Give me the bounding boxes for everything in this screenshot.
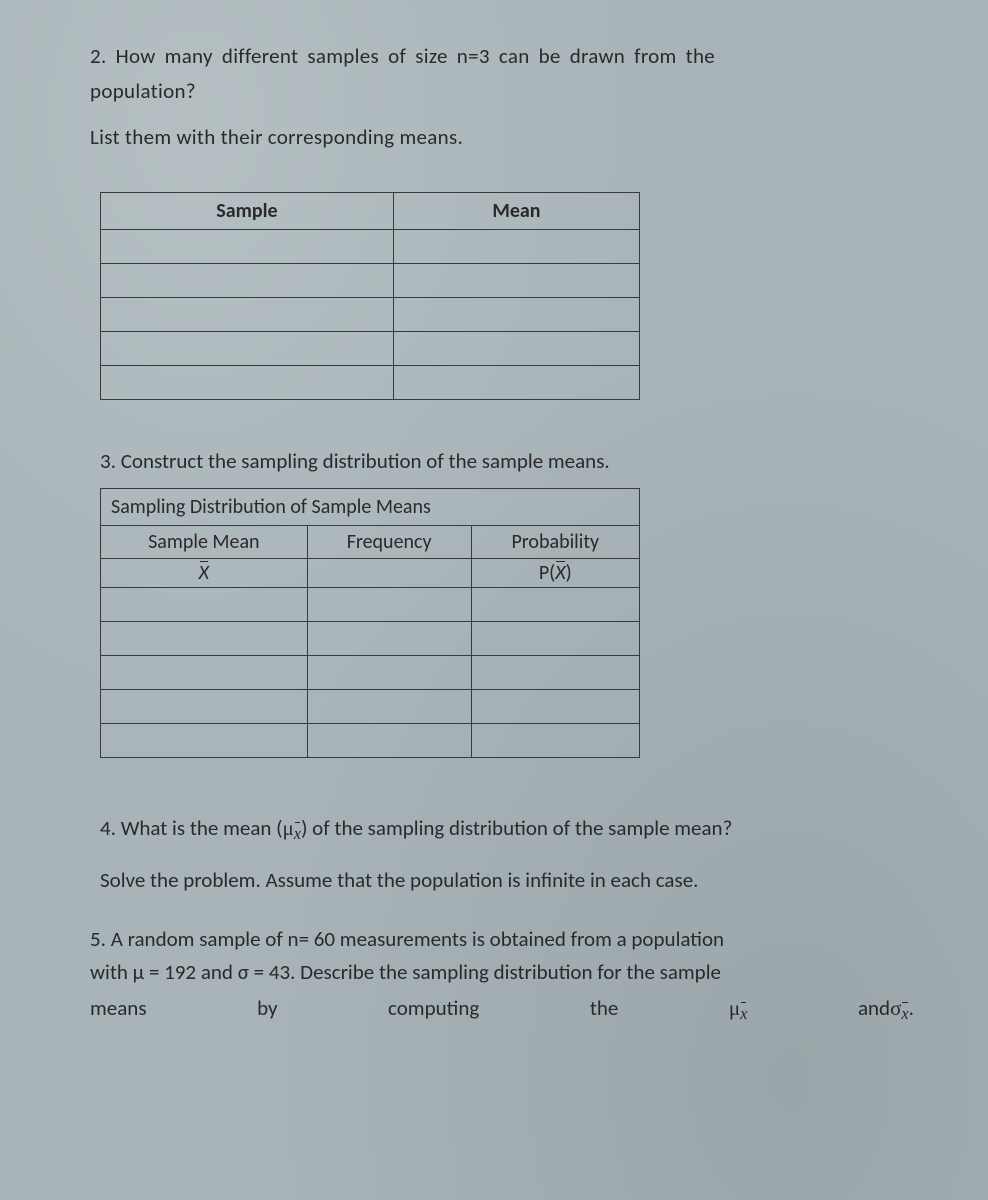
question-5: 5. A random sample of n= 60 measurements… — [90, 923, 918, 1026]
mu-xbar-symbol: μx — [283, 816, 302, 840]
cell — [471, 655, 639, 689]
q5-word-means: means — [90, 992, 147, 1026]
table-row — [101, 587, 640, 621]
q4-line1-pre: 4. What is the mean ( — [100, 815, 283, 841]
cell — [471, 621, 639, 655]
cell — [101, 723, 308, 757]
col-header-sample: Sample — [101, 192, 394, 229]
col-header-sample-mean: Sample Mean — [101, 525, 308, 558]
table-row — [101, 655, 640, 689]
col-header-mean: Mean — [393, 192, 639, 229]
subheader-blank — [307, 558, 471, 587]
cell — [471, 689, 639, 723]
cell — [101, 297, 394, 331]
col-header-probability: Probability — [471, 525, 639, 558]
table-row — [101, 689, 640, 723]
cell — [307, 621, 471, 655]
cell — [101, 331, 394, 365]
cell — [393, 263, 639, 297]
cell — [393, 365, 639, 399]
table-row — [101, 723, 640, 757]
table-row — [101, 331, 640, 365]
col-header-frequency: Frequency — [307, 525, 471, 558]
q2-line3: List them with their corresponding means… — [90, 121, 918, 154]
table-title-row: Sampling Distribution of Sample Means — [101, 488, 640, 525]
q4-line2: Solve the problem. Assume that the popul… — [100, 864, 918, 897]
q2-line1: 2. How many different samples of size n=… — [90, 40, 918, 73]
subheader-p-xbar: P(X) — [471, 558, 639, 587]
table-header-row: Sample Mean — [101, 192, 640, 229]
q5-word-the: the — [590, 992, 619, 1026]
cell — [101, 655, 308, 689]
cell — [307, 723, 471, 757]
table-2-wrap: Sampling Distribution of Sample Means Sa… — [100, 488, 918, 758]
mu-xbar-symbol: μx — [729, 992, 748, 1026]
sampling-distribution-table: Sampling Distribution of Sample Means Sa… — [100, 488, 640, 758]
cell — [101, 587, 308, 621]
cell — [393, 297, 639, 331]
cell — [393, 331, 639, 365]
q5-line2: with μ = 192 and σ = 43. Describe the sa… — [90, 956, 918, 990]
cell — [101, 365, 394, 399]
q5-line3: means by computing the μx andσx. — [90, 992, 918, 1026]
cell — [307, 655, 471, 689]
cell — [101, 263, 394, 297]
q4-line1-post: ) of the sampling distribution of the sa… — [301, 815, 732, 841]
q5-line1: 5. A random sample of n= 60 measurements… — [90, 923, 918, 957]
subheader-xbar: X — [101, 558, 308, 587]
table-row — [101, 229, 640, 263]
table-row — [101, 621, 640, 655]
cell — [471, 723, 639, 757]
table-row — [101, 365, 640, 399]
question-3: 3. Construct the sampling distribution o… — [100, 448, 918, 474]
table-title: Sampling Distribution of Sample Means — [101, 488, 640, 525]
table-subheader-row: X P(X) — [101, 558, 640, 587]
cell — [101, 689, 308, 723]
cell — [307, 587, 471, 621]
cell — [101, 229, 394, 263]
q5-word-by: by — [257, 992, 277, 1026]
table-header-row: Sample Mean Frequency Probability — [101, 525, 640, 558]
q5-word-computing: computing — [388, 992, 479, 1026]
question-2: 2. How many different samples of size n=… — [90, 40, 918, 154]
q2-line2: population? — [90, 75, 918, 108]
q5-and-sigma: andσx. — [858, 992, 914, 1026]
cell — [307, 689, 471, 723]
question-4: 4. What is the mean (μx) of the sampling… — [100, 812, 918, 897]
sigma-xbar-symbol: σx — [890, 996, 909, 1020]
cell — [471, 587, 639, 621]
sample-mean-table: Sample Mean — [100, 192, 640, 400]
table-1-wrap: Sample Mean — [100, 192, 918, 400]
q4-line1: 4. What is the mean (μx) of the sampling… — [100, 812, 918, 845]
cell — [393, 229, 639, 263]
table-row — [101, 263, 640, 297]
cell — [101, 621, 308, 655]
table-row — [101, 297, 640, 331]
